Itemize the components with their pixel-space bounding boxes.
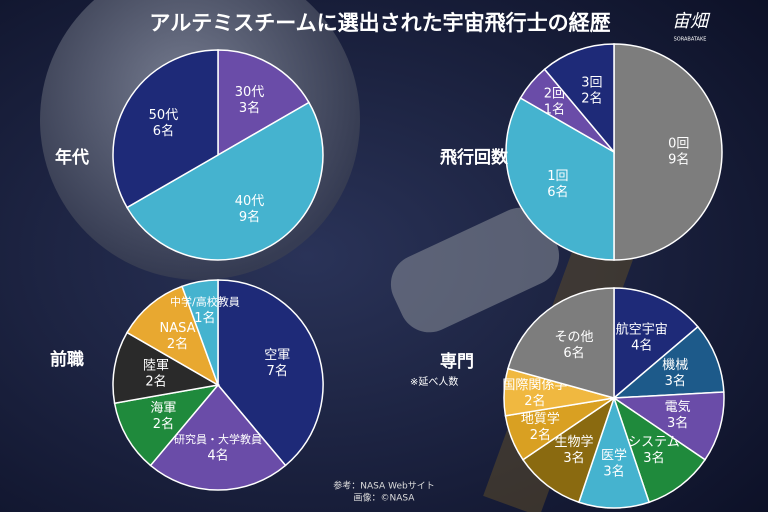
value-label: 4名 (207, 448, 228, 464)
value-label: 7名 (267, 363, 288, 379)
slice-label: 中学/高校教員 (170, 295, 240, 309)
value-label: 2名 (524, 393, 545, 409)
pie-slice (611, 391, 725, 461)
value-label: 9名 (668, 152, 689, 168)
slice-label: 生物学 (555, 434, 594, 450)
slice-label: その他 (555, 330, 594, 345)
pie-slice (505, 96, 615, 261)
pie-slice (613, 287, 699, 400)
slice-label: 航空宇宙 (616, 322, 668, 338)
slice-label: 医学 (601, 448, 627, 464)
chart-title: 前職 (50, 349, 84, 370)
value-label: 3名 (563, 450, 584, 466)
credit: 画像：©NASA (354, 492, 416, 504)
slice-label: 空軍 (264, 348, 290, 363)
chart-title: 飛行回数 (439, 147, 509, 168)
pie-slice (112, 331, 221, 405)
value-label: 2名 (167, 336, 188, 352)
slice-label: 機械 (662, 358, 688, 373)
slice-label: 海軍 (150, 401, 176, 416)
value-label: 2名 (153, 416, 174, 432)
chart-title: 専門 (440, 352, 474, 372)
value-label: 3名 (603, 464, 624, 480)
slice-label: システム (628, 435, 680, 450)
pie-slice (126, 101, 324, 261)
slice-label: 3回 (581, 76, 602, 91)
slice-label: 研究員・大学教員 (174, 432, 262, 446)
slice-label: 2回 (544, 87, 565, 102)
logo: 宙畑 (672, 11, 711, 32)
slice-label: 40代 (235, 194, 265, 209)
slice-label: 1回 (547, 169, 568, 184)
value-label: 9名 (239, 209, 260, 225)
slice-label: 陸軍 (143, 358, 169, 374)
pie-slice (181, 279, 219, 386)
slice-label: 0回 (668, 137, 689, 152)
pie-slice (611, 325, 725, 399)
page-title: アルテミスチームに選出された宇宙飛行士の経歴 (149, 11, 610, 35)
chart-note: ※延べ人数 (410, 375, 458, 388)
pie-slice (149, 383, 287, 491)
pie-slice (543, 43, 615, 155)
value-label: 2名 (145, 374, 166, 390)
slice-label: NASA (159, 321, 195, 336)
pie-slice (217, 49, 310, 157)
value-label: 3名 (665, 373, 686, 389)
value-label: 1名 (544, 102, 565, 118)
pie-slice (521, 396, 616, 504)
slice-label: 50代 (149, 108, 179, 123)
pie-slice (612, 396, 707, 504)
slice-label: 電気 (665, 399, 691, 415)
value-label: 2名 (530, 427, 551, 443)
value-label: 6名 (153, 123, 174, 139)
slice-label: 地質学 (521, 411, 560, 427)
value-label: 3名 (239, 100, 260, 116)
value-label: 3名 (667, 415, 688, 431)
value-label: 6名 (563, 345, 584, 361)
pie-slice (217, 279, 324, 467)
source: 参考：NASA Webサイト (333, 480, 434, 492)
value-label: 6名 (547, 184, 568, 200)
pie-slice (126, 285, 220, 387)
value-label: 3名 (643, 450, 664, 466)
pie-slice (112, 49, 219, 209)
value-label: 4名 (631, 338, 652, 354)
logo-sub: SORABATAKE (674, 37, 707, 43)
pie-slice (113, 383, 220, 467)
pie-slice (507, 287, 615, 399)
value-label: 1名 (194, 310, 215, 326)
slice-label: 30代 (235, 85, 265, 100)
value-label: 2名 (581, 91, 602, 107)
pie-slice (613, 43, 723, 261)
chart-title: 年代 (55, 147, 89, 168)
pie-slice (577, 395, 651, 509)
